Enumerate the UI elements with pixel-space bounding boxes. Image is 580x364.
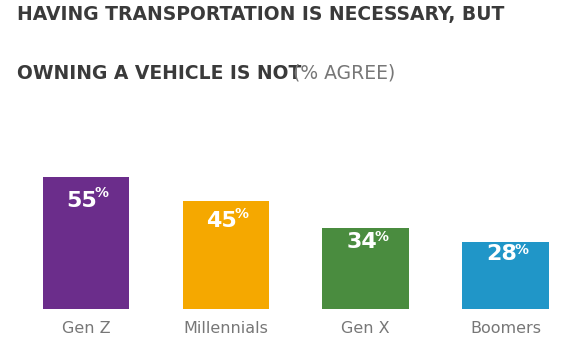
Text: HAVING TRANSPORTATION IS NECESSARY, BUT: HAVING TRANSPORTATION IS NECESSARY, BUT	[17, 5, 505, 24]
Text: (% AGREE): (% AGREE)	[287, 64, 396, 83]
Text: %: %	[514, 243, 528, 257]
Text: Boomers: Boomers	[470, 321, 541, 336]
Text: %: %	[374, 230, 389, 244]
Bar	[183, 201, 269, 309]
Text: %: %	[234, 207, 248, 221]
Text: 45: 45	[206, 210, 237, 230]
Text: 34: 34	[346, 232, 377, 252]
Text: %: %	[95, 186, 108, 200]
Text: 28: 28	[486, 244, 517, 264]
Text: Gen X: Gen X	[342, 321, 390, 336]
Text: Gen Z: Gen Z	[61, 321, 110, 336]
Text: 55: 55	[67, 191, 97, 211]
Bar	[43, 177, 129, 309]
Text: Millennials: Millennials	[183, 321, 269, 336]
Bar	[322, 228, 409, 309]
Bar	[462, 242, 549, 309]
Text: OWNING A VEHICLE IS NOT: OWNING A VEHICLE IS NOT	[17, 64, 302, 83]
